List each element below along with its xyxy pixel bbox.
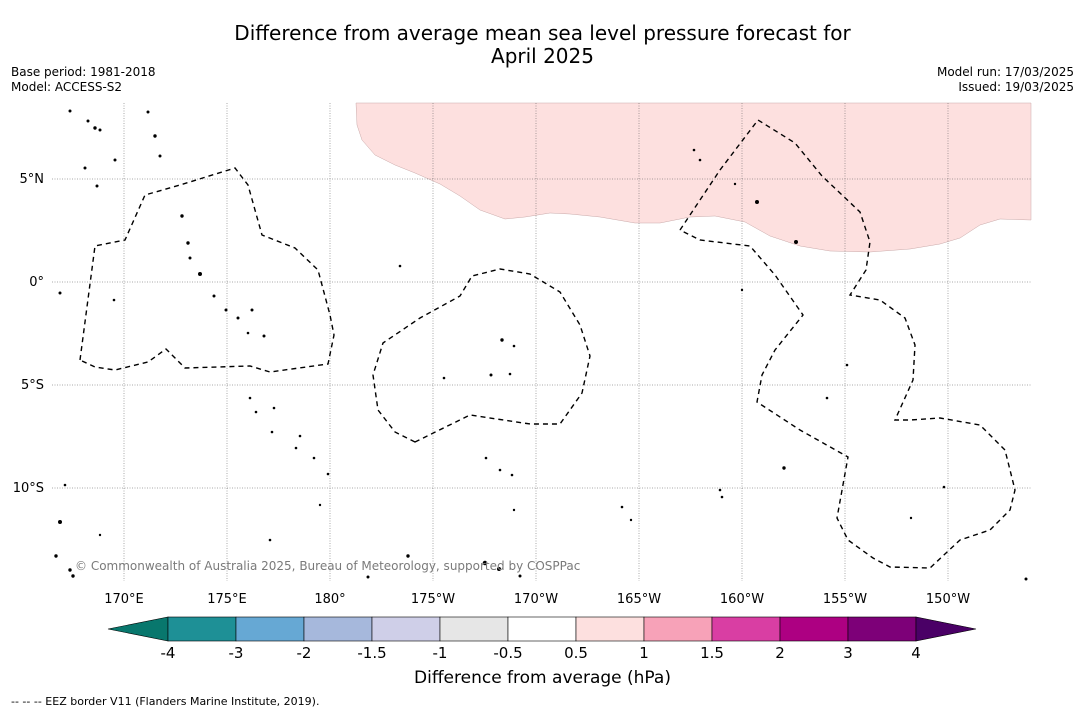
colorbar-tick-label: -1.5 bbox=[357, 644, 386, 662]
colorbar-tick-label: 1 bbox=[639, 644, 649, 662]
lon-label: 150°W bbox=[926, 592, 970, 607]
colorbar-tick-label: -1 bbox=[433, 644, 448, 662]
colorbar-tick-label: 2 bbox=[775, 644, 785, 662]
lon-label: 170°W bbox=[514, 592, 558, 607]
lon-label: 155°W bbox=[823, 592, 867, 607]
meta-left: Base period: 1981-2018 Model: ACCESS-S2 bbox=[11, 65, 156, 95]
issued-date: Issued: 19/03/2025 bbox=[958, 80, 1074, 94]
colorbar-swatch bbox=[847, 616, 917, 642]
colorbar-tick-label: 3 bbox=[843, 644, 853, 662]
lat-label: 5°S bbox=[21, 378, 44, 393]
lon-label: 170°E bbox=[104, 592, 144, 607]
lon-axis-labels: 170°E 175°E 180° 175°W 170°W 165°W 160°W… bbox=[104, 592, 970, 607]
colorbar-swatch bbox=[371, 616, 441, 642]
colorbar-tick-label: 1.5 bbox=[700, 644, 724, 662]
colorbar-swatch bbox=[575, 616, 645, 642]
islands bbox=[54, 109, 1028, 581]
colorbar-swatch bbox=[439, 616, 509, 642]
map-panel: 170°E 175°E 180° 175°W 170°W 165°W 160°W… bbox=[13, 102, 1032, 607]
lat-label: 0° bbox=[29, 275, 44, 290]
colorbar-label: Difference from average (hPa) bbox=[414, 668, 671, 688]
colorbar-extend-high bbox=[915, 616, 977, 642]
title-line-1: Difference from average mean sea level p… bbox=[234, 21, 851, 45]
model-run: Model run: 17/03/2025 bbox=[936, 65, 1074, 79]
graticule bbox=[52, 103, 1031, 581]
colorbar: -4 -3 -2 -1.5 -1 -0.5 0.5 1 1.5 2 3 4 bbox=[107, 616, 977, 662]
eez-legend-note: -- -- -- EEZ border V11 (Flanders Marine… bbox=[11, 695, 320, 708]
eez-east bbox=[679, 119, 1016, 569]
colorbar-swatch bbox=[235, 616, 305, 642]
colorbar-tick-label: 0.5 bbox=[564, 644, 588, 662]
colorbar-swatch bbox=[711, 616, 781, 642]
lat-axis-labels: 5°N 0° 5°S 10°S bbox=[13, 172, 44, 496]
lon-label: 175°W bbox=[411, 592, 455, 607]
title-line-2: April 2025 bbox=[491, 44, 594, 68]
map-title: Difference from average mean sea level p… bbox=[0, 22, 1085, 68]
lon-label: 160°W bbox=[720, 592, 764, 607]
model-name: Model: ACCESS-S2 bbox=[11, 80, 123, 94]
colorbar-tick-label: 4 bbox=[911, 644, 921, 662]
lon-label: 180° bbox=[314, 592, 345, 607]
colorbar-tick-label: -4 bbox=[161, 644, 176, 662]
eez-central bbox=[372, 268, 591, 443]
colorbar-tick-label: -0.5 bbox=[493, 644, 522, 662]
copyright-notice: © Commonwealth of Australia 2025, Bureau… bbox=[75, 559, 580, 573]
colorbar-tick-label: -2 bbox=[297, 644, 312, 662]
meta-right: Model run: 17/03/2025 Issued: 19/03/2025 bbox=[937, 65, 1074, 95]
eez-borders bbox=[79, 119, 1016, 569]
colorbar-swatch bbox=[303, 616, 373, 642]
eez-west bbox=[79, 167, 335, 373]
colorbar-swatch bbox=[167, 616, 237, 642]
colorbar-tick-label: -3 bbox=[229, 644, 244, 662]
lat-label: 5°N bbox=[20, 172, 45, 187]
colorbar-swatch bbox=[507, 616, 577, 642]
colorbar-extend-low bbox=[107, 616, 169, 642]
lon-label: 165°W bbox=[617, 592, 661, 607]
base-period: Base period: 1981-2018 bbox=[11, 65, 156, 79]
anomaly-region-positive bbox=[355, 102, 1032, 253]
colorbar-swatch bbox=[643, 616, 713, 642]
lon-label: 175°E bbox=[207, 592, 247, 607]
colorbar-swatch bbox=[779, 616, 849, 642]
lat-label: 10°S bbox=[13, 481, 44, 496]
